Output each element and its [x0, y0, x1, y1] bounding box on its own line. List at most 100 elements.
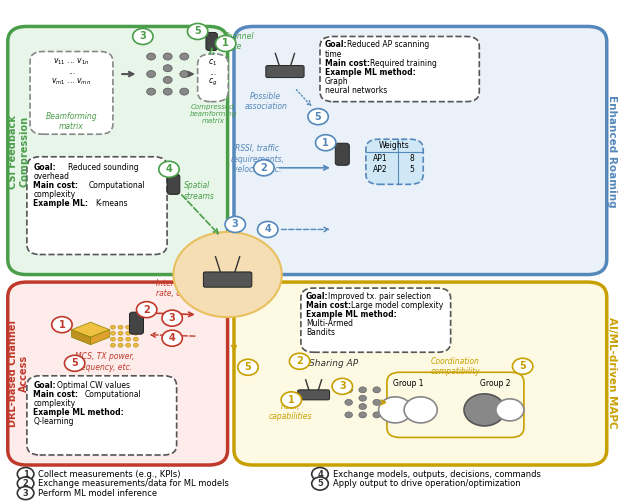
Text: Exchange models, outputs, decisions, commands: Exchange models, outputs, decisions, com… [333, 470, 541, 478]
Text: Q-learning: Q-learning [33, 417, 74, 426]
Text: 5: 5 [317, 479, 323, 488]
Text: $c_g$: $c_g$ [208, 77, 218, 88]
Text: Optimal CW values: Optimal CW values [58, 382, 131, 390]
Circle shape [125, 325, 131, 329]
Text: CSI Feedback
Compression: CSI Feedback Compression [8, 115, 29, 188]
Circle shape [118, 325, 123, 329]
Text: Enhanced Roaming: Enhanced Roaming [607, 95, 617, 208]
Text: 5: 5 [315, 112, 321, 121]
Text: MCS, TX power,
frequency, etc.: MCS, TX power, frequency, etc. [75, 352, 134, 371]
Text: Apply output to drive operation/optimization: Apply output to drive operation/optimiza… [333, 479, 520, 488]
FancyBboxPatch shape [30, 51, 113, 134]
FancyBboxPatch shape [129, 312, 143, 334]
Circle shape [379, 397, 412, 423]
Polygon shape [72, 330, 91, 345]
Text: 3: 3 [140, 31, 146, 41]
Circle shape [180, 88, 189, 95]
FancyBboxPatch shape [198, 54, 228, 102]
Circle shape [289, 353, 310, 369]
Text: Required training: Required training [370, 58, 436, 68]
Text: Channel
state: Channel state [223, 32, 255, 51]
Text: $c_1$: $c_1$ [209, 57, 218, 68]
FancyBboxPatch shape [335, 143, 349, 165]
Text: Main cost:: Main cost: [306, 301, 351, 310]
Circle shape [180, 53, 189, 60]
Circle shape [17, 477, 34, 490]
FancyBboxPatch shape [234, 26, 607, 275]
Text: Goal:: Goal: [325, 40, 348, 49]
Circle shape [373, 387, 381, 393]
Circle shape [345, 387, 353, 393]
Text: Group 2: Group 2 [480, 379, 511, 388]
Text: complexity: complexity [33, 190, 76, 199]
Circle shape [316, 135, 336, 151]
Circle shape [17, 468, 34, 480]
Circle shape [359, 412, 367, 418]
Circle shape [133, 337, 138, 341]
Text: Beamforming
matrix: Beamforming matrix [45, 112, 97, 132]
Text: Graph: Graph [325, 77, 349, 86]
FancyBboxPatch shape [8, 26, 228, 275]
Circle shape [163, 88, 172, 95]
FancyBboxPatch shape [298, 390, 330, 400]
Text: Weights: Weights [379, 141, 410, 150]
Circle shape [216, 35, 236, 51]
Circle shape [118, 331, 123, 335]
Text: Improved tx. pair selection: Improved tx. pair selection [328, 292, 431, 301]
FancyBboxPatch shape [266, 66, 304, 78]
Text: Multi-Armed: Multi-Armed [306, 319, 353, 328]
Circle shape [257, 221, 278, 237]
Text: Bandits: Bandits [306, 328, 335, 337]
Circle shape [110, 325, 115, 329]
Text: 1: 1 [222, 38, 229, 48]
Circle shape [281, 392, 301, 408]
Text: Reduced AP scanning: Reduced AP scanning [348, 40, 429, 49]
Text: Main cost:: Main cost: [325, 58, 370, 68]
FancyBboxPatch shape [234, 282, 607, 465]
Text: complexity: complexity [33, 399, 76, 408]
Circle shape [147, 53, 156, 60]
Circle shape [162, 310, 182, 326]
Text: 1: 1 [22, 470, 29, 478]
Text: Group 1: Group 1 [393, 379, 423, 388]
Text: 5: 5 [410, 165, 414, 174]
Text: 1: 1 [323, 138, 329, 148]
Circle shape [345, 412, 353, 418]
Text: $v_{11}$ ... $v_{1n}$: $v_{11}$ ... $v_{1n}$ [53, 56, 90, 67]
Text: Perform ML model inference: Perform ML model inference [38, 488, 157, 497]
Circle shape [159, 161, 179, 177]
Text: time: time [325, 49, 342, 58]
Circle shape [118, 343, 123, 347]
Circle shape [332, 379, 353, 394]
Circle shape [133, 325, 138, 329]
Text: AI/ML-driven MAPC: AI/ML-driven MAPC [607, 318, 617, 429]
Text: Goal:: Goal: [306, 292, 328, 301]
Circle shape [163, 77, 172, 84]
Circle shape [404, 397, 437, 423]
Circle shape [496, 399, 524, 421]
Text: Example ML:: Example ML: [33, 199, 88, 208]
Text: 2: 2 [143, 304, 150, 314]
Circle shape [52, 317, 72, 333]
Circle shape [253, 160, 274, 176]
Text: 2: 2 [296, 356, 303, 366]
Circle shape [136, 301, 157, 318]
Text: $v_{m1}$ ... $v_{mn}$: $v_{m1}$ ... $v_{mn}$ [51, 76, 92, 87]
Circle shape [225, 216, 246, 232]
Circle shape [359, 404, 367, 410]
Text: Coordination
compatibility: Coordination compatibility [430, 356, 480, 376]
Text: Computational: Computational [89, 181, 145, 190]
Circle shape [118, 337, 123, 341]
Circle shape [312, 468, 328, 480]
Text: RSSI,
capabilities: RSSI, capabilities [268, 402, 312, 421]
FancyBboxPatch shape [8, 282, 228, 465]
Text: 2: 2 [260, 163, 268, 173]
Text: 5: 5 [519, 361, 526, 371]
Circle shape [65, 355, 85, 371]
Circle shape [373, 412, 381, 418]
FancyBboxPatch shape [366, 139, 423, 184]
Circle shape [125, 343, 131, 347]
Circle shape [188, 24, 208, 39]
Text: 4: 4 [166, 164, 172, 174]
Polygon shape [72, 322, 109, 337]
